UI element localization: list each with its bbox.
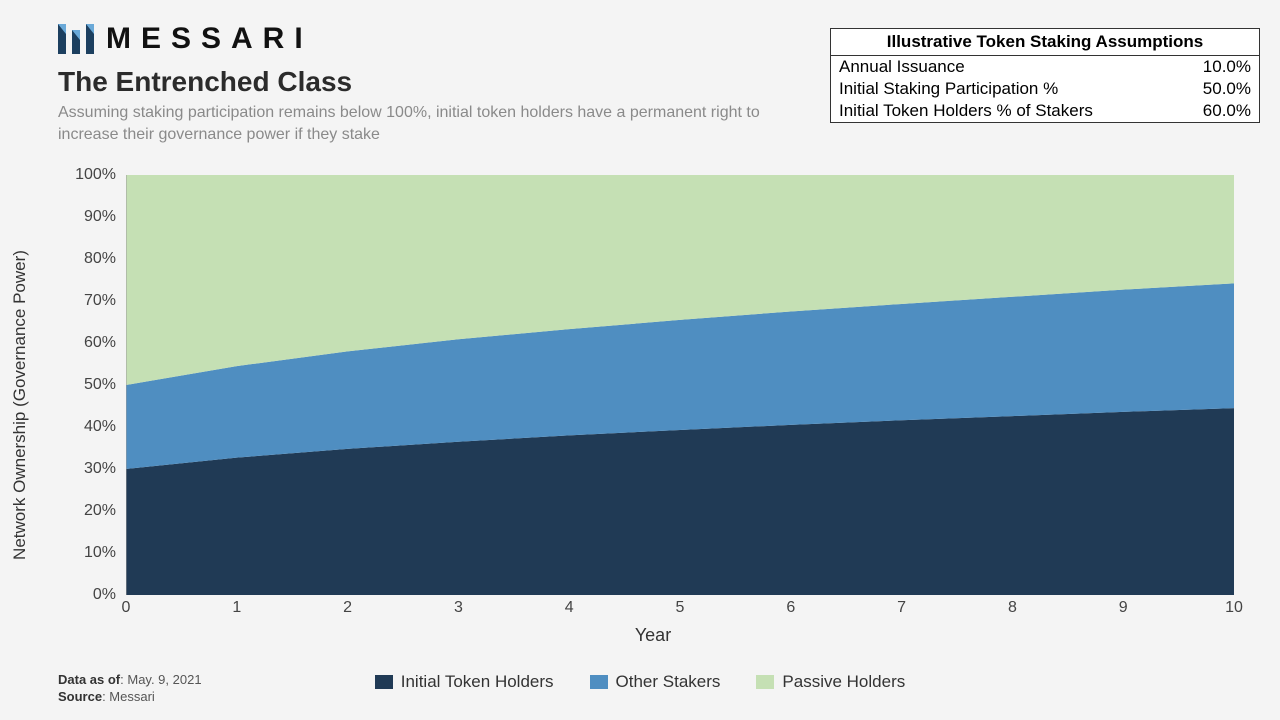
x-tick-label: 9 — [1119, 599, 1128, 617]
y-tick-label: 100% — [75, 166, 116, 184]
y-axis-ticks: 0%10%20%30%40%50%60%70%80%90%100% — [58, 175, 122, 595]
assumptions-row: Initial Token Holders % of Stakers 60.0% — [831, 100, 1259, 122]
assumption-label: Initial Staking Participation % — [839, 79, 1058, 99]
x-tick-label: 4 — [565, 599, 574, 617]
assumption-label: Annual Issuance — [839, 57, 965, 77]
y-axis-label: Network Ownership (Governance Power) — [10, 250, 30, 560]
y-tick-label: 60% — [84, 334, 116, 352]
assumptions-row: Annual Issuance 10.0% — [831, 56, 1259, 78]
legend-swatch — [590, 675, 608, 689]
footer: Data as of: May. 9, 2021 Source: Messari — [58, 672, 202, 706]
assumption-value: 50.0% — [1203, 79, 1251, 99]
assumption-label: Initial Token Holders % of Stakers — [839, 101, 1093, 121]
y-tick-label: 90% — [84, 208, 116, 226]
legend-item: Initial Token Holders — [375, 672, 554, 692]
legend-label: Initial Token Holders — [401, 672, 554, 692]
legend-swatch — [756, 675, 774, 689]
x-tick-label: 3 — [454, 599, 463, 617]
chart: Network Ownership (Governance Power) 0%1… — [58, 175, 1248, 635]
legend-item: Passive Holders — [756, 672, 905, 692]
legend-label: Passive Holders — [782, 672, 905, 692]
y-tick-label: 10% — [84, 544, 116, 562]
brand-name: MESSARI — [106, 22, 313, 56]
x-axis-ticks: 012345678910 — [126, 599, 1234, 623]
header: MESSARI The Entrenched Class Assuming st… — [58, 22, 798, 145]
assumptions-row: Initial Staking Participation % 50.0% — [831, 78, 1259, 100]
x-tick-label: 6 — [786, 599, 795, 617]
x-tick-label: 0 — [122, 599, 131, 617]
page-subtitle: Assuming staking participation remains b… — [58, 102, 778, 145]
x-tick-label: 2 — [343, 599, 352, 617]
logo-icon — [58, 24, 96, 54]
source: Source: Messari — [58, 689, 202, 706]
y-tick-label: 80% — [84, 250, 116, 268]
x-axis-label: Year — [635, 625, 671, 646]
legend-label: Other Stakers — [616, 672, 721, 692]
x-tick-label: 7 — [897, 599, 906, 617]
data-as-of: Data as of: May. 9, 2021 — [58, 672, 202, 689]
x-tick-label: 1 — [232, 599, 241, 617]
y-tick-label: 50% — [84, 376, 116, 394]
assumptions-table: Illustrative Token Staking Assumptions A… — [830, 28, 1260, 123]
assumption-value: 10.0% — [1203, 57, 1251, 77]
y-tick-label: 20% — [84, 502, 116, 520]
y-tick-label: 0% — [93, 586, 116, 604]
plot-area — [126, 175, 1234, 595]
x-tick-label: 8 — [1008, 599, 1017, 617]
legend-swatch — [375, 675, 393, 689]
y-tick-label: 40% — [84, 418, 116, 436]
y-tick-label: 30% — [84, 460, 116, 478]
assumption-value: 60.0% — [1203, 101, 1251, 121]
y-tick-label: 70% — [84, 292, 116, 310]
page-title: The Entrenched Class — [58, 66, 798, 98]
x-tick-label: 10 — [1225, 599, 1243, 617]
assumptions-title: Illustrative Token Staking Assumptions — [831, 29, 1259, 56]
legend-item: Other Stakers — [590, 672, 721, 692]
brand-logo: MESSARI — [58, 22, 798, 56]
x-tick-label: 5 — [676, 599, 685, 617]
